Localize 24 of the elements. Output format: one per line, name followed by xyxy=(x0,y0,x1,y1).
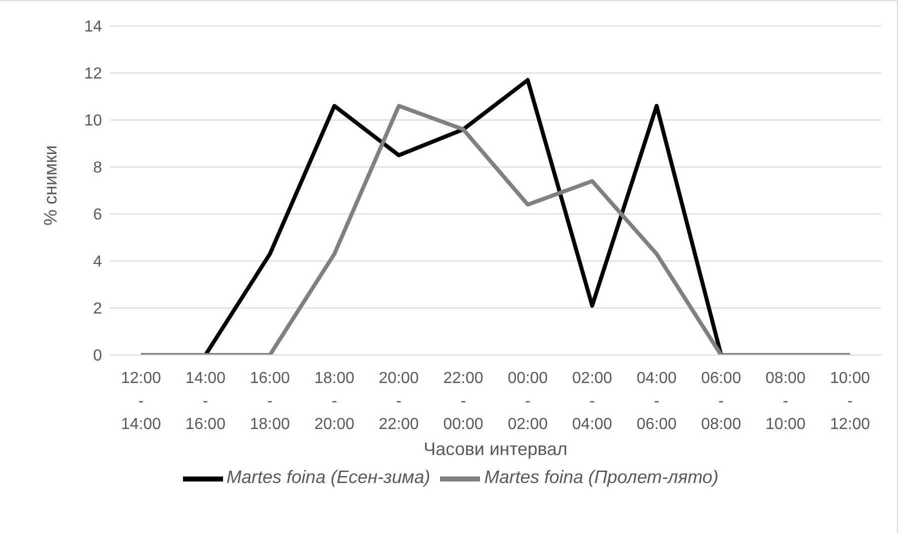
x-tick-label: 08:00 - 10:00 xyxy=(766,370,806,433)
x-tick-label: 14:00 - 16:00 xyxy=(185,370,226,433)
x-tick-label: 12:00 - 14:00 xyxy=(120,370,162,433)
x-tick-label: 04:00 - 06:00 xyxy=(636,370,677,433)
legend-label: Martes foina (Есен-зима) xyxy=(226,467,430,488)
y-tick-label: 4 xyxy=(93,254,102,271)
x-axis-title: Часови интервал xyxy=(424,439,568,459)
y-tick-label: 6 xyxy=(93,206,102,224)
x-tick-label: 10:00 - 12:00 xyxy=(830,370,870,433)
y-tick-label: 8 xyxy=(93,160,102,177)
y-tick-label: 0 xyxy=(93,348,102,365)
legend-label: Martes foina (Пролет-лято) xyxy=(484,467,718,488)
x-tick-label: 20:00 - 22:00 xyxy=(378,370,419,433)
x-tick-label: 00:00 - 02:00 xyxy=(508,370,548,433)
x-tick-label: 16:00 - 18:00 xyxy=(250,370,290,433)
x-tick-label: 02:00 - 04:00 xyxy=(572,370,612,433)
y-tick-label: 14 xyxy=(84,18,102,36)
x-tick-label: 18:00 - 20:00 xyxy=(314,370,354,433)
x-tick-label: 22:00 - 00:00 xyxy=(443,370,484,433)
x-tick-label: 06:00 - 08:00 xyxy=(701,370,742,433)
y-tick-label: 2 xyxy=(93,300,102,318)
y-tick-label: 12 xyxy=(84,66,102,83)
y-axis-title: % снимки xyxy=(40,145,60,226)
y-tick-label: 10 xyxy=(84,112,102,130)
